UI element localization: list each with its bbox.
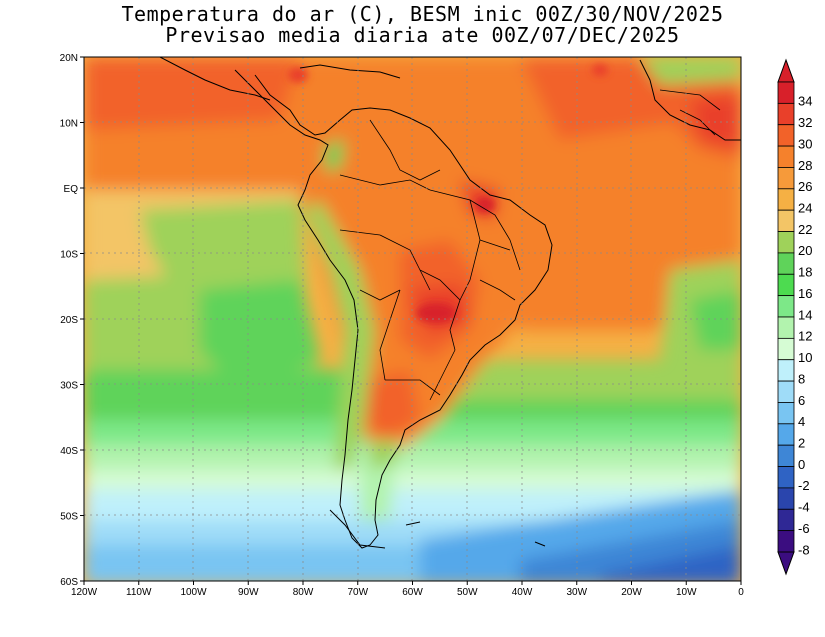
map-title-line1: Temperatura do ar (C), BESM inic 00Z/30/…	[121, 2, 724, 26]
x-tick-label: 60W	[402, 587, 423, 598]
x-tick-label: 50W	[457, 587, 478, 598]
colorbar-label: 8	[798, 371, 805, 386]
colorbar-swatch	[777, 359, 795, 382]
colorbar-label: 30	[798, 136, 812, 151]
colorbar-label: 22	[798, 222, 812, 237]
colorbar-label: -4	[798, 500, 810, 515]
colorbar-label: 16	[798, 286, 812, 301]
y-tick-label: 10N	[60, 119, 78, 130]
colorbar-label: 2	[798, 436, 805, 451]
colorbar-label: -6	[798, 521, 810, 536]
colorbar-swatch	[777, 209, 795, 232]
colorbar-label: 32	[798, 115, 812, 130]
colorbar-swatch	[777, 295, 795, 318]
colorbar-label: 20	[798, 243, 812, 258]
x-tick-label: 40W	[512, 587, 533, 598]
colorbar-label: -2	[798, 478, 810, 493]
x-tick-label: 70W	[347, 587, 368, 598]
x-tick-label: 80W	[293, 587, 314, 598]
x-tick-label: 30W	[566, 587, 587, 598]
x-tick-label: 120W	[71, 587, 98, 598]
colorbar-label: 28	[798, 158, 812, 173]
colorbar-label: 24	[798, 201, 812, 216]
y-tick-label: 30S	[60, 381, 78, 392]
map-title-line2: Previsao media diaria ate 00Z/07/DEC/202…	[165, 23, 680, 47]
colorbar-swatch	[777, 231, 795, 254]
x-tick-label: 10W	[676, 587, 697, 598]
colorbar-bottom-arrow	[777, 551, 795, 576]
colorbar-label: 18	[798, 265, 812, 280]
coastlines	[159, 57, 741, 549]
colorbar-label: 4	[798, 414, 805, 429]
colorbar-swatch	[777, 487, 795, 510]
colorbar-swatch	[777, 466, 795, 489]
colorbar-swatch	[777, 273, 795, 297]
x-tick-label: 20W	[621, 587, 642, 598]
y-tick-label: 60S	[60, 577, 78, 588]
x-tick-label: 90W	[238, 587, 259, 598]
colorbar-swatch	[777, 530, 795, 553]
temperature-field	[84, 57, 741, 581]
y-tick-label: EQ	[64, 184, 79, 195]
y-tick-label: 10S	[60, 250, 78, 261]
colorbar-swatch	[777, 380, 795, 403]
x-tick-label: 100W	[180, 587, 207, 598]
colorbar-label: 12	[798, 329, 812, 344]
colorbar-label: 34	[798, 94, 812, 109]
colorbar-swatch	[777, 102, 795, 126]
colorbar-label: -8	[798, 542, 810, 557]
colorbar-swatch	[777, 124, 795, 147]
colorbar-swatch	[777, 167, 795, 190]
colorbar-swatch	[777, 337, 795, 361]
colorbar-swatch	[777, 145, 795, 168]
x-tick-label: 0	[738, 587, 744, 598]
graticule	[84, 57, 741, 581]
colorbar-label: 0	[798, 457, 805, 472]
colorbar-label: 10	[798, 350, 812, 365]
colorbar-label: 14	[798, 307, 812, 322]
colorbar-label: 26	[798, 179, 812, 194]
colorbar-swatch	[777, 81, 795, 104]
x-tick-label: 110W	[126, 587, 152, 598]
colorbar-swatch	[777, 188, 795, 211]
colorbar-top-arrow	[777, 58, 795, 83]
colorbar-swatch	[777, 402, 795, 425]
colorbar-label: 6	[798, 393, 805, 408]
y-tick-label: 20S	[60, 315, 78, 326]
colorbar-swatch	[777, 252, 795, 275]
colorbar-swatch	[777, 444, 795, 467]
axis-ticks: 120W 110W 100W 90W 80W 70W 60W 50W 40W 30W 20W 10W 0…	[60, 53, 745, 598]
y-tick-label: 20N	[60, 53, 78, 64]
colorbar-swatch	[777, 508, 795, 532]
colorbar-swatch	[777, 316, 795, 339]
colorbar-swatch	[777, 423, 795, 446]
y-tick-label: 50S	[60, 512, 78, 523]
y-tick-label: 40S	[60, 446, 78, 457]
